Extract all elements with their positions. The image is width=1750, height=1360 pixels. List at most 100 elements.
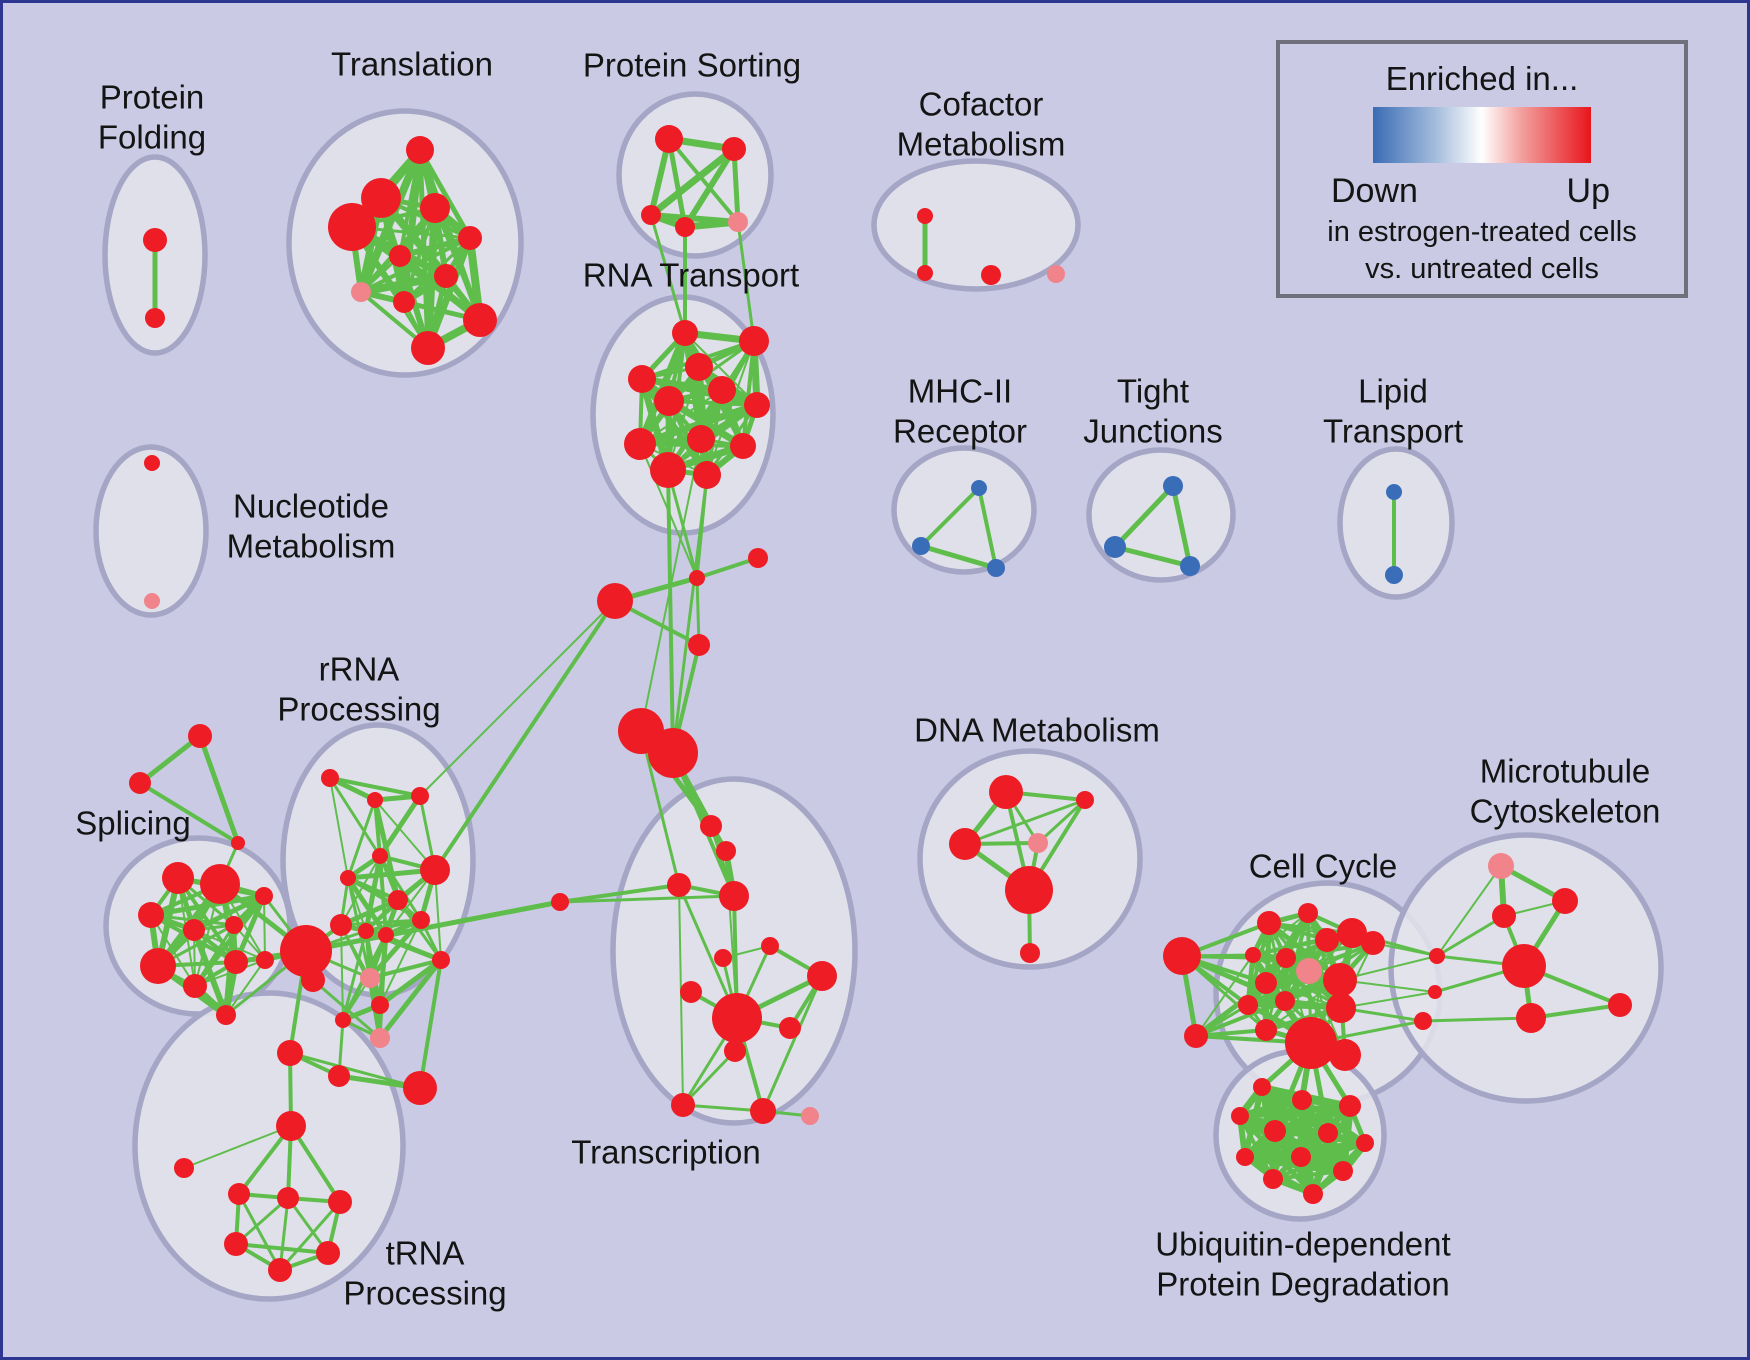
network-node xyxy=(917,208,933,224)
network-node xyxy=(411,787,429,805)
network-edge xyxy=(137,733,203,786)
network-edge xyxy=(397,235,473,259)
network-edge xyxy=(357,146,424,296)
network-node xyxy=(1285,1017,1337,1069)
network-edge xyxy=(640,438,702,732)
legend-endpoints: Down Up xyxy=(1280,172,1684,211)
network-node xyxy=(129,772,151,794)
network-node xyxy=(412,911,430,929)
network-node xyxy=(1492,904,1516,928)
network-node xyxy=(712,993,762,1043)
network-edge xyxy=(1036,798,1087,845)
legend-subtitle-line2: vs. untreated cells xyxy=(1365,253,1599,285)
network-node xyxy=(335,1012,351,1028)
network-edge xyxy=(311,978,382,1040)
cluster-ellipse-nucleotide xyxy=(93,444,209,618)
network-node xyxy=(1516,1003,1546,1033)
network-node xyxy=(1386,484,1402,500)
network-edge xyxy=(919,486,981,548)
network-edge xyxy=(666,468,699,580)
network-node xyxy=(1292,1090,1312,1110)
network-node xyxy=(328,1065,350,1087)
network-node xyxy=(378,927,394,943)
network-node xyxy=(1263,1169,1283,1189)
cluster-label-translation: Translation xyxy=(331,46,493,83)
network-edge xyxy=(558,894,736,904)
network-node xyxy=(360,968,380,988)
network-edge xyxy=(289,1124,342,1204)
network-node xyxy=(372,848,388,864)
network-edge xyxy=(1112,544,1193,569)
network-node xyxy=(700,815,722,837)
network-edge xyxy=(639,376,760,408)
network-edge xyxy=(666,468,675,755)
network-node xyxy=(654,386,684,416)
network-node xyxy=(216,1005,236,1025)
network-node xyxy=(301,968,325,992)
network-edge xyxy=(977,486,998,570)
network-node xyxy=(224,1232,248,1256)
network-node xyxy=(687,425,715,453)
network-node xyxy=(1552,888,1578,914)
network-node xyxy=(403,1071,437,1105)
network-node xyxy=(1429,948,1445,964)
network-node xyxy=(650,452,686,488)
network-node xyxy=(1028,833,1048,853)
cluster-ellipse-trna xyxy=(132,990,406,1302)
network-node xyxy=(277,1187,299,1209)
network-node xyxy=(648,728,698,778)
network-edge xyxy=(1435,914,1506,958)
network-node xyxy=(1163,937,1201,975)
network-node xyxy=(1385,566,1403,584)
network-node xyxy=(420,855,450,885)
network-edge xyxy=(761,974,824,1113)
cluster-label-lipid_transport: Lipid Transport xyxy=(1323,373,1463,450)
network-node xyxy=(1264,1120,1286,1142)
network-node xyxy=(231,836,245,850)
network-node xyxy=(1076,791,1094,809)
network-node xyxy=(256,951,274,969)
network-node xyxy=(393,291,415,313)
network-edge xyxy=(368,958,443,980)
cluster-label-ubiquitin: Ubiquitin-dependent Protein Degradation xyxy=(1155,1226,1450,1303)
network-edge xyxy=(183,1125,292,1169)
network-edge xyxy=(647,145,738,219)
network-node xyxy=(255,887,273,905)
network-edge xyxy=(741,339,756,448)
network-node xyxy=(162,862,194,894)
network-node xyxy=(672,320,698,346)
network-node xyxy=(971,480,987,496)
network-node xyxy=(361,178,401,218)
network-node xyxy=(1276,948,1296,968)
cluster-label-rna_transport: RNA Transport xyxy=(583,257,799,294)
network-node xyxy=(200,864,240,904)
network-node xyxy=(316,1241,340,1265)
network-node xyxy=(1238,995,1258,1015)
network-node xyxy=(1339,1095,1361,1117)
network-node xyxy=(987,559,1005,577)
network-node xyxy=(174,1158,194,1178)
network-edge xyxy=(918,543,999,571)
network-node xyxy=(912,537,930,555)
network-node xyxy=(144,593,160,609)
network-edge xyxy=(340,855,381,926)
network-node xyxy=(1356,1134,1374,1152)
network-node xyxy=(406,136,434,164)
network-edge xyxy=(374,799,436,871)
network-node xyxy=(1414,1012,1432,1030)
network-edge xyxy=(1421,1016,1533,1023)
cluster-label-splicing: Splicing xyxy=(75,805,191,842)
network-edge xyxy=(684,332,758,406)
network-edge xyxy=(636,401,761,448)
network-edge xyxy=(419,600,616,797)
network-edge xyxy=(671,473,709,755)
network-edge xyxy=(639,729,681,887)
cluster-label-microtubule: Microtubule Cytoskeleton xyxy=(1470,753,1661,830)
network-node xyxy=(371,996,389,1014)
network-node xyxy=(722,137,746,161)
network-node xyxy=(280,925,332,977)
network-node xyxy=(330,914,352,936)
network-edge xyxy=(346,798,377,880)
network-edge xyxy=(639,389,723,445)
